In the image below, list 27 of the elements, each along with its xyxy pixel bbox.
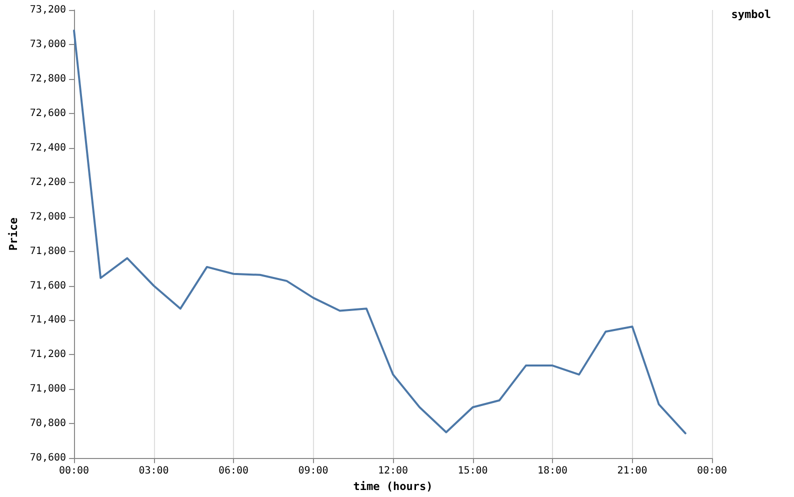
y-tick-label: 70,600: [30, 452, 66, 464]
y-tick-label: 72,600: [30, 108, 66, 119]
y-tick-label: 70,800: [30, 418, 66, 430]
x-tick-label: 15:00: [458, 466, 488, 477]
y-tick-label: 71,800: [30, 246, 66, 257]
x-tick-label: 06:00: [218, 466, 249, 477]
y-tick-label: 72,000: [30, 211, 66, 222]
y-tick-label: 71,200: [30, 349, 66, 360]
line-series: [73, 30, 686, 434]
legend-title: symbol: [731, 8, 772, 21]
x-tick-label: 03:00: [138, 466, 169, 477]
x-tick-label: 09:00: [298, 466, 328, 477]
y-tick-label: 71,400: [30, 314, 66, 326]
y-tick-label: 73,000: [30, 38, 66, 50]
x-tick-label: 00:00: [696, 466, 728, 477]
y-tick-label: 73,200: [30, 4, 66, 16]
x-tick-label: 00:00: [58, 466, 90, 477]
y-tick-label: 72,800: [30, 73, 66, 84]
y-tick-label: 71,000: [30, 384, 66, 395]
y-tick-label: 71,600: [30, 280, 66, 292]
y-axis-title: Price: [7, 217, 20, 251]
x-tick-label: 21:00: [617, 466, 648, 477]
x-tick-label: 18:00: [537, 466, 568, 477]
x-tick-label: 12:00: [378, 466, 408, 477]
y-tick-label: 72,200: [30, 176, 66, 188]
y-tick-label: 72,400: [30, 142, 66, 154]
x-axis-title: time (hours): [353, 480, 433, 493]
